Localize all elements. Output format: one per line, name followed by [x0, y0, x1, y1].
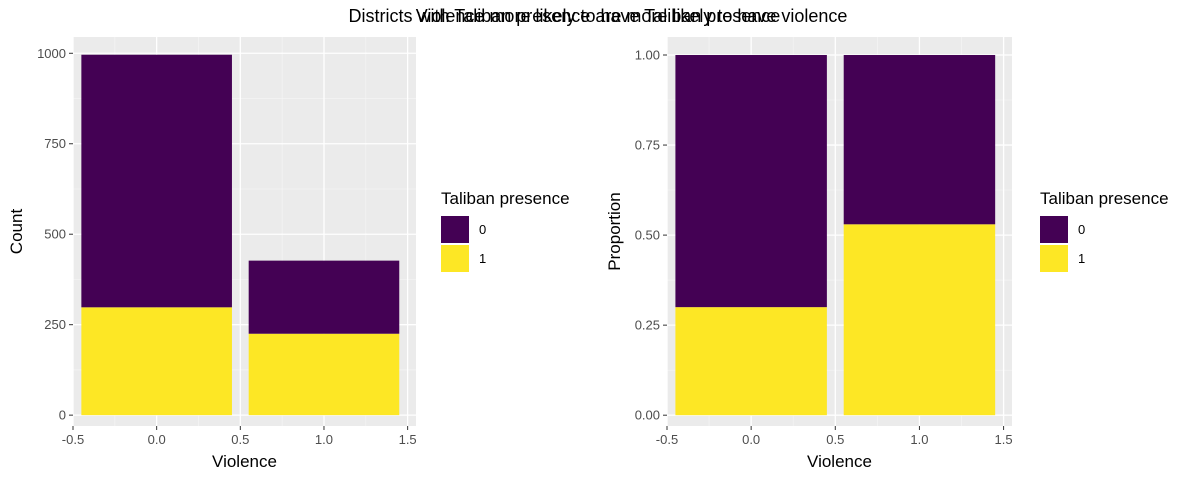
legend-label: 0: [479, 222, 486, 237]
x-tick-label: 0.5: [231, 432, 249, 447]
x-tick-label: -0.5: [62, 432, 84, 447]
bar-segment-presence-0: [248, 260, 400, 334]
legend-key-0: [441, 216, 469, 243]
x-tick-label: 1.5: [399, 432, 417, 447]
x-axis-title: Violence: [212, 452, 277, 471]
y-tick-label: 1.00: [635, 48, 660, 63]
y-tick-label: 250: [44, 317, 66, 332]
figure-title-overlap: Violence more likely to have Taliban pre…: [416, 6, 781, 26]
y-tick-label: 500: [44, 227, 66, 242]
left-chart-panel: -0.5 0.0 0.5 1.0 1.5 0 250 500 750 1000 Violence Co…: [7, 37, 570, 471]
legend-key-1: [1040, 245, 1068, 272]
y-tick-label: 0.75: [635, 138, 660, 153]
y-tick-label: 1000: [37, 46, 66, 61]
legend-key-1: [441, 245, 469, 272]
legend-label: 1: [1078, 251, 1085, 266]
y-tick-label: 0.50: [635, 228, 660, 243]
y-tick-label: 0.00: [635, 408, 660, 423]
legend-label: 1: [479, 251, 486, 266]
x-tick-label: -0.5: [656, 432, 678, 447]
bar-segment-presence-0: [843, 55, 996, 225]
legend: Taliban presence 0 1: [1040, 189, 1169, 272]
x-tick-label: 1.0: [910, 432, 928, 447]
x-tick-label: 1.5: [995, 432, 1013, 447]
x-axis-title: Violence: [807, 452, 872, 471]
bar-segment-presence-1: [81, 307, 232, 416]
legend: Taliban presence 0 1: [441, 189, 570, 272]
y-tick-label: 750: [44, 136, 66, 151]
bar-segment-presence-1: [675, 307, 827, 416]
figure-title: Districts with Taliban presence are more…: [349, 6, 848, 26]
bar-segment-presence-0: [81, 54, 232, 308]
x-tick-label: 1.0: [315, 432, 333, 447]
y-axis-title: Proportion: [605, 192, 624, 270]
x-tick-label: 0.0: [742, 432, 760, 447]
y-axis-title: Count: [7, 209, 26, 255]
bar-segment-presence-0: [675, 55, 827, 308]
right-chart-panel: -0.5 0.0 0.5 1.0 1.5 0.00 0.25 0.50 0.75 1.00 Viol…: [605, 37, 1169, 471]
legend-key-0: [1040, 216, 1068, 243]
y-tick-label: 0: [59, 408, 66, 423]
x-tick-label: 0.0: [148, 432, 166, 447]
bar-segment-presence-1: [843, 224, 996, 416]
legend-label: 0: [1078, 222, 1085, 237]
bar-segment-presence-1: [248, 333, 400, 416]
x-tick-label: 0.5: [826, 432, 844, 447]
legend-title: Taliban presence: [441, 189, 570, 208]
legend-title: Taliban presence: [1040, 189, 1169, 208]
y-tick-label: 0.25: [635, 318, 660, 333]
